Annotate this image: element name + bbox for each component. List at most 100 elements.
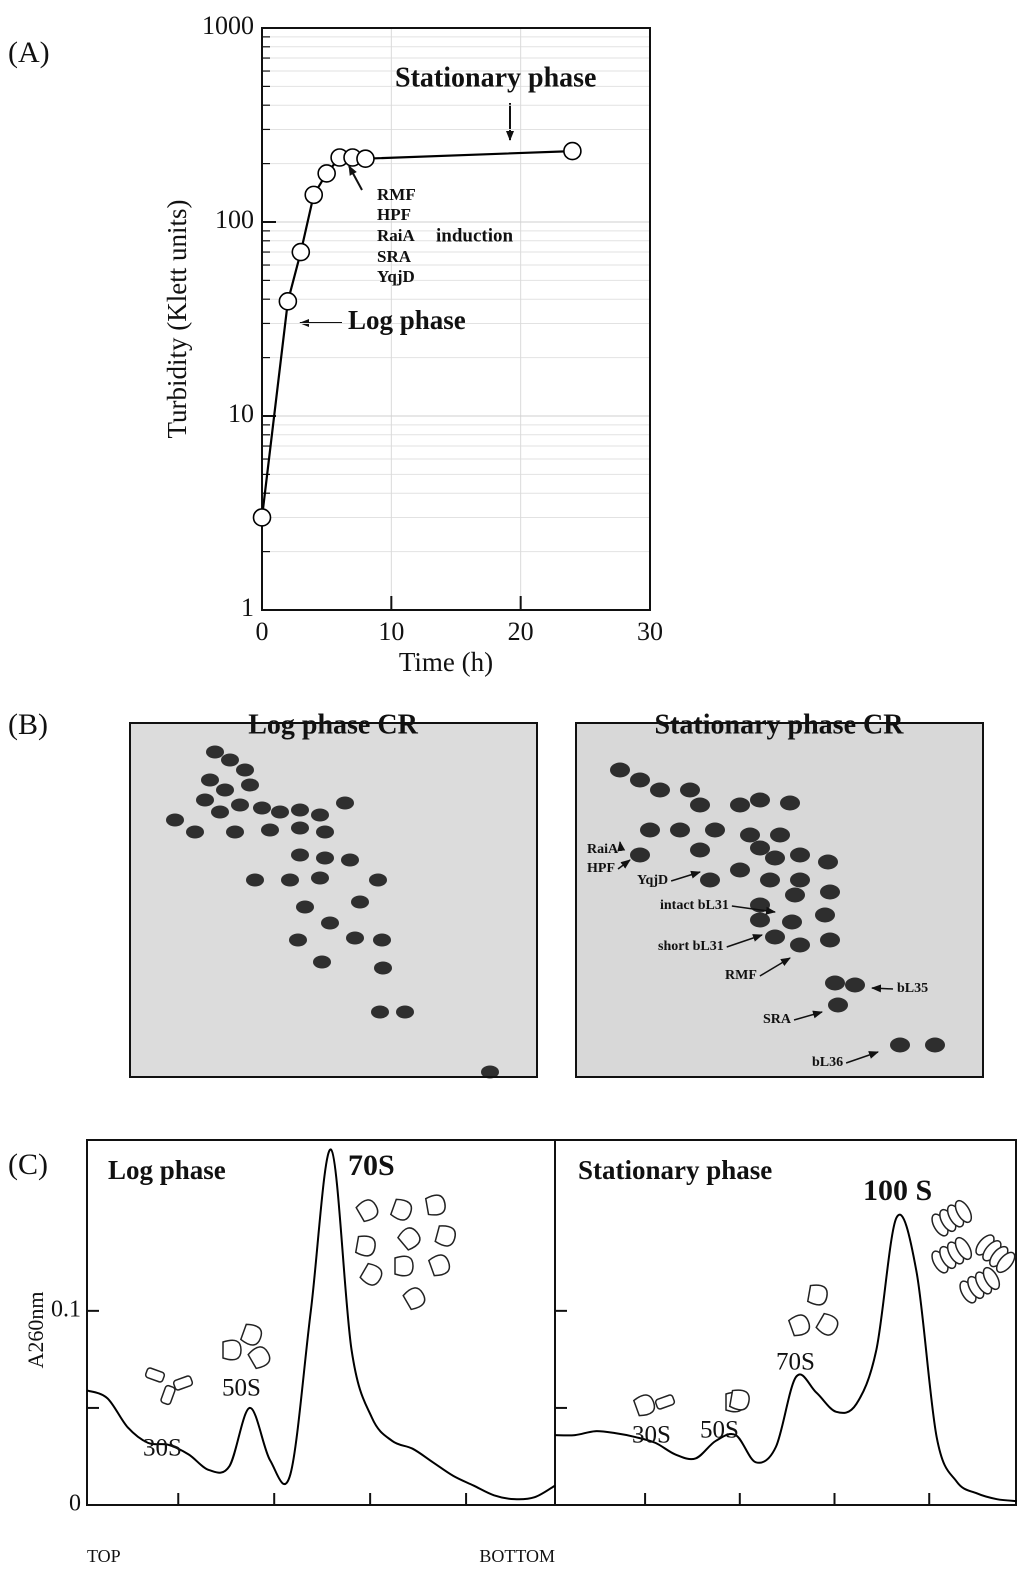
annotation: Stationary phase <box>578 1155 772 1185</box>
gel-spot <box>790 847 810 863</box>
profile-line <box>554 1213 1017 1503</box>
annotation: RMF <box>377 185 416 204</box>
y-tick-label: 1 <box>241 593 254 622</box>
gel-spot <box>336 796 354 810</box>
gel-spot <box>281 873 299 887</box>
gel-spot <box>316 825 334 839</box>
data-point <box>317 164 336 183</box>
plot-frame <box>261 27 651 611</box>
gel-spot <box>311 808 329 822</box>
gel-spot <box>785 887 805 903</box>
gel-spot <box>236 763 254 777</box>
ribosome-icon <box>172 1375 194 1391</box>
gel-spot <box>820 884 840 900</box>
annotation: 30S <box>632 1422 671 1449</box>
ribosome-icon <box>728 1389 750 1411</box>
gel-spot <box>316 851 334 865</box>
gel-title: Log phase CR <box>248 709 418 740</box>
gel-spot <box>890 1037 910 1053</box>
gel-spot <box>311 871 329 885</box>
gel-spot <box>253 801 271 815</box>
panel-label: (C) <box>8 1148 48 1181</box>
x-tick-label: 10 <box>378 617 404 646</box>
gel-spot <box>740 827 760 843</box>
gel-arrow <box>759 957 791 977</box>
gel-spot <box>196 793 214 807</box>
gel-spot <box>730 862 750 878</box>
panel-label: (A) <box>8 36 50 69</box>
gel-spot <box>313 955 331 969</box>
gel-spot <box>760 872 780 888</box>
gel-arrow <box>670 870 701 882</box>
arrow <box>348 165 363 191</box>
annotation: 50S <box>222 1375 261 1402</box>
gel-spot <box>750 912 770 928</box>
gel-spot <box>231 798 249 812</box>
gel-spot <box>369 873 387 887</box>
gel-annotation: intact bL31 <box>660 898 729 913</box>
gel-spot <box>765 850 785 866</box>
ribosome-icon <box>359 1262 383 1286</box>
gel-annotation: YqjD <box>637 873 668 888</box>
gel-spot <box>216 783 234 797</box>
ribosome-icon <box>160 1384 176 1406</box>
gel-spot <box>670 822 690 838</box>
data-point <box>563 141 582 161</box>
x-tick-label: 30 <box>637 617 663 646</box>
ribosome-icon <box>427 1254 451 1277</box>
gel-image <box>129 722 538 1078</box>
gel-spot <box>291 848 309 862</box>
gel-spot <box>700 872 720 888</box>
gel-spot <box>341 853 359 867</box>
ribosome-icon <box>389 1198 413 1221</box>
gel-spot <box>705 822 725 838</box>
ribosome-icon <box>394 1255 414 1277</box>
annotation: RaiA <box>377 226 416 245</box>
gel-spot <box>351 895 369 909</box>
x-tick-label: 20 <box>508 617 534 646</box>
gel-spot <box>825 975 845 991</box>
annotation: SRA <box>377 247 412 266</box>
gel-spot <box>186 825 204 839</box>
ribosome-icon <box>397 1227 421 1251</box>
gel-spots <box>166 745 945 1079</box>
ribosome-icon <box>355 1199 379 1223</box>
x-axis-label: Time (h) <box>399 647 493 677</box>
gel-spot <box>730 797 750 813</box>
ribosome-icon <box>815 1312 839 1336</box>
y-tick-label: 10 <box>228 399 254 428</box>
gel-spot <box>373 933 391 947</box>
gel-arrow <box>793 1010 823 1021</box>
y-tick-label: 0.1 <box>51 1296 81 1322</box>
gel-spot <box>815 907 835 923</box>
gel-spot <box>321 916 339 930</box>
gel-spot <box>782 914 802 930</box>
gel-title: Stationary phase CR <box>655 709 905 740</box>
gel-spot <box>241 778 259 792</box>
ribosome-icon <box>982 1266 1001 1291</box>
ribosome-icon <box>806 1284 828 1306</box>
plot-frame <box>86 1139 1017 1506</box>
gel-annotation: SRA <box>763 1012 792 1027</box>
gel-spot <box>630 847 650 863</box>
gel-spot <box>166 813 184 827</box>
ribosome-icon <box>144 1367 166 1383</box>
x-axis-label: BOTTOM <box>479 1546 555 1566</box>
gel-annotation: bL36 <box>812 1055 843 1070</box>
gel-spot <box>226 825 244 839</box>
ribosome-icon <box>954 1199 973 1224</box>
panel-label: (B) <box>8 708 48 741</box>
gel-spot <box>289 933 307 947</box>
annotation: Log phase <box>108 1155 226 1185</box>
data-point <box>304 185 324 205</box>
gel-annotation: short bL31 <box>658 939 724 954</box>
gel-spot <box>630 772 650 788</box>
ribosome-icon <box>954 1236 973 1261</box>
gel-spot <box>610 762 630 778</box>
y-tick-label: 100 <box>215 205 254 234</box>
ribosome-icon <box>247 1346 271 1370</box>
gel-spot <box>690 842 710 858</box>
y-tick-label: 1000 <box>202 11 254 40</box>
gel-arrow <box>726 934 763 948</box>
gel-spot <box>291 821 309 835</box>
